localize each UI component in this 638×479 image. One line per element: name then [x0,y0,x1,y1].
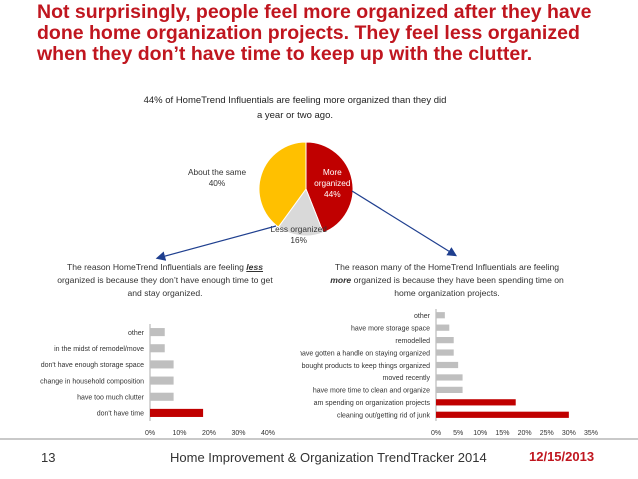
footer-date: 12/15/2013 [529,449,595,464]
x-tick-label: 10% [172,430,186,437]
x-tick-label: 30% [231,430,245,437]
category-label: have too much clutter [77,395,145,402]
category-label: don't have enough storage space [41,362,144,369]
bar [436,374,463,381]
right-chart-note: The reason many of the HomeTrend Influen… [330,262,564,298]
x-tick-label: 20% [202,430,216,437]
arrow-to-right-chart [351,190,458,257]
pie-slice-more-organized [305,141,354,234]
category-label: am spending on organization projects [314,400,431,407]
category-label: have more storage space [351,325,430,332]
category-label: change in household composition [40,378,144,385]
x-tick-label: 15% [495,430,509,437]
pie-label-same: About the same [188,167,247,177]
more-organized-reasons-chart: other have more storage space remodelled ha… [300,309,598,437]
bar [150,376,174,385]
x-tick-label: 0% [145,430,155,437]
bar [436,324,450,331]
pie-label-less: Less organized [271,224,328,234]
pie-value-more: 44% [324,189,341,199]
category-label: have more time to clean and organize [313,388,430,395]
bar [436,386,463,393]
left-chart-note: The reason HomeTrend Influentials are fe… [57,262,273,298]
bar [150,408,204,417]
arrow-to-left-chart [155,225,277,261]
slide-number: 13 [41,450,56,465]
category-label: in the midst of remodel/move [54,346,144,353]
bar [436,312,445,319]
pie-label-more: More [323,167,342,177]
less-organized-reasons-chart: other in the midst of remodel/move don't h… [40,324,275,437]
footer-title: Home Improvement & Organization TrendTra… [170,450,487,465]
x-tick-label: 10% [473,430,487,437]
x-tick-label: 35% [584,430,598,437]
category-label: remodelled [395,338,430,345]
x-tick-label: 20% [518,430,532,437]
footer-divider [0,438,638,440]
bar [150,328,165,337]
bar [436,349,454,356]
bar [150,392,174,401]
bar [436,411,569,418]
category-label: have gotten a handle on staying organize… [300,350,430,357]
x-tick-label: 40% [261,430,275,437]
x-tick-label: 5% [453,430,463,437]
category-label: bought products to keep things organized [302,363,431,370]
bar [436,337,454,344]
pie-chart-title: 44% of HomeTrend Influentials are feelin… [143,95,447,121]
x-tick-label: 25% [540,430,554,437]
bar [150,360,174,369]
category-label: moved recently [383,375,431,382]
category-label: other [128,330,145,337]
category-label: other [414,313,431,320]
x-tick-label: 30% [562,430,576,437]
pie-slice-less-organized [277,187,324,237]
pie-label-more-2: organized [314,178,351,188]
bar [436,361,459,369]
slide-headline: Not surprisingly, people feel more organ… [37,1,592,65]
category-label: cleaning out/getting rid of junk [337,413,431,420]
category-label: don't have time [97,411,144,418]
pie-value-same: 40% [209,178,226,188]
bar [436,399,516,406]
pie-slice-about-the-same [258,141,307,228]
x-tick-label: 0% [431,430,441,437]
pie-value-less: 16% [290,235,307,245]
bar [150,344,165,353]
